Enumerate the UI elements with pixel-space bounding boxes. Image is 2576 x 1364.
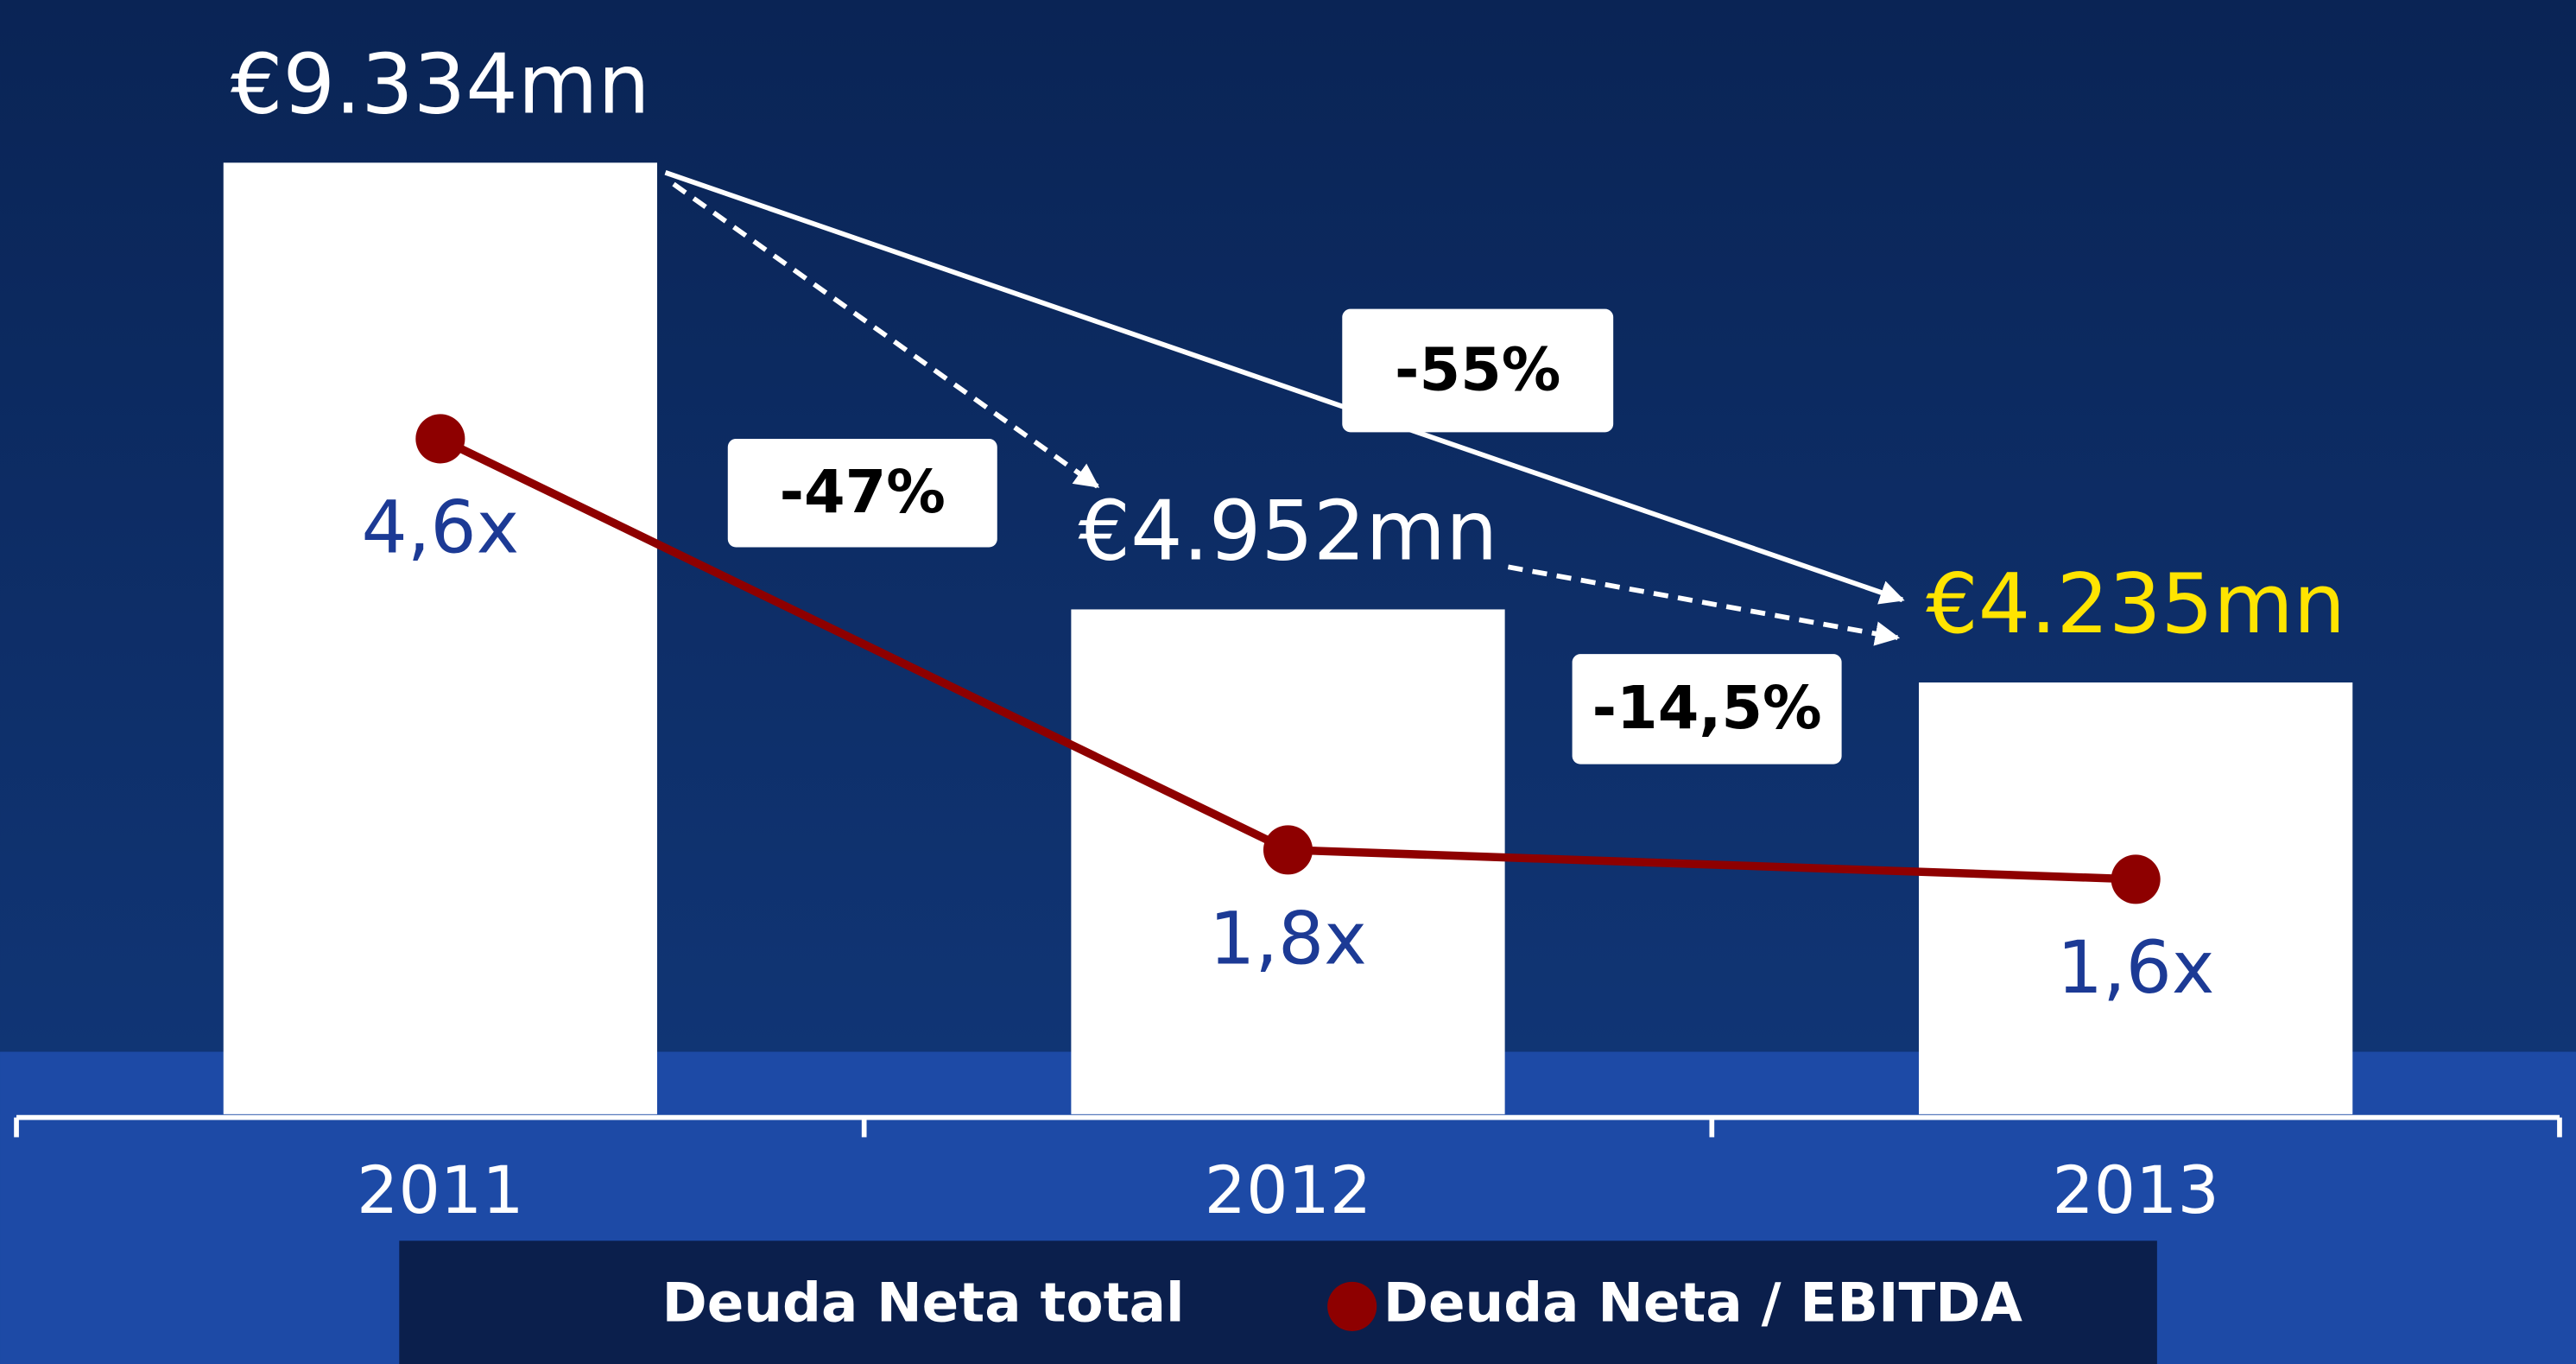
legend-label: Deuda Neta total	[662, 1271, 1185, 1334]
line-point	[2111, 854, 2161, 904]
legend-box	[399, 1240, 2157, 1364]
x-tick-label: 2012	[1205, 1151, 1372, 1228]
line-value-label: 1,8x	[1209, 896, 1367, 980]
x-tick-label: 2013	[2052, 1151, 2219, 1228]
arrow	[672, 181, 1100, 489]
annotation: -47%	[780, 458, 946, 527]
line-point	[1263, 825, 1313, 875]
arrows	[664, 170, 1905, 646]
line-value-label: 1,6x	[2057, 925, 2215, 1010]
legend-label: Deuda Neta / EBITDA	[1383, 1271, 2023, 1334]
line-value-label: 4,6x	[362, 485, 520, 569]
arrow	[664, 170, 1905, 605]
legend-marker	[1327, 1281, 1377, 1331]
annotation-box	[1342, 308, 1614, 433]
bar-value-label: €9.334mn	[231, 38, 650, 133]
annotation: -14,5%	[1592, 674, 1822, 743]
annotation-box	[727, 438, 997, 548]
bar	[223, 162, 657, 1114]
annotation: -55%	[1395, 335, 1560, 404]
line-point	[415, 414, 465, 464]
annotation-box	[1572, 654, 1842, 764]
x-tick-label: 2011	[357, 1151, 524, 1228]
bar-value-label: €4.952mn	[1079, 485, 1498, 580]
bar-value-label: €4.235mn	[1926, 557, 2345, 652]
arrow	[1507, 564, 1901, 646]
